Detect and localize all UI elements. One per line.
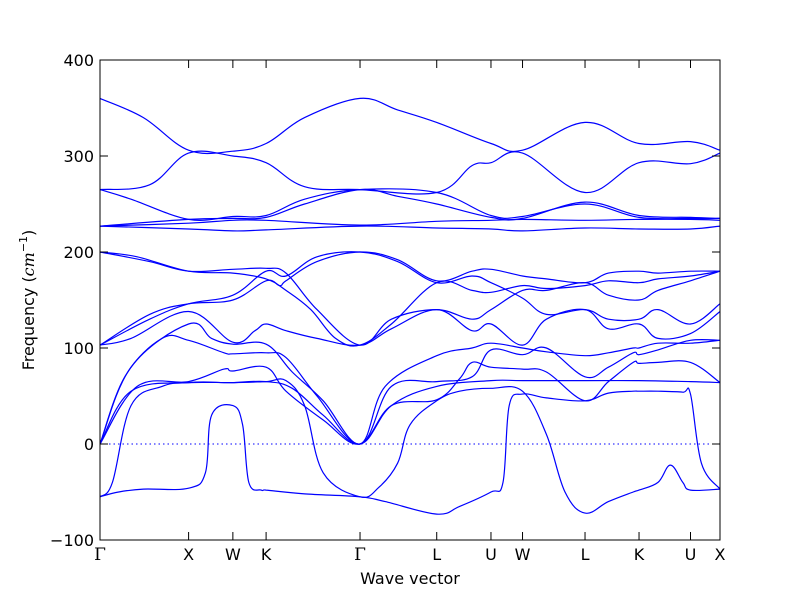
y-tick-label: 300 [63, 147, 94, 166]
x-tick-label: U [485, 545, 497, 564]
y-tick-label: 200 [63, 243, 94, 262]
y-tick-label: −100 [50, 531, 94, 550]
band-line-15 [99, 188, 721, 221]
plot-frame [99, 59, 721, 541]
band-line-8 [99, 251, 721, 346]
y-tick-label: 0 [84, 435, 94, 454]
x-tick-label: U [685, 545, 697, 564]
band-line-5 [99, 334, 721, 445]
x-tick-label: X [715, 545, 726, 564]
x-axis-label: Wave vector [360, 569, 460, 588]
band-lines [99, 97, 721, 515]
band-line-1 [99, 387, 721, 515]
band-line-10 [99, 251, 721, 347]
y-tick-label: 400 [63, 51, 94, 70]
x-tick-label: L [432, 545, 441, 564]
x-tick-label: W [515, 545, 531, 564]
band-line-12 [99, 225, 721, 232]
y-tick-label: 100 [63, 339, 94, 358]
x-tick-label: Γ [94, 545, 106, 565]
band-line-14 [99, 188, 721, 227]
band-line-4 [99, 360, 721, 445]
x-tick-label: K [261, 545, 272, 564]
band-line-6 [99, 322, 721, 445]
x-tick-label: K [634, 545, 645, 564]
band-line-2 [99, 378, 721, 514]
band-line-13 [99, 218, 721, 227]
y-axis-label-close: ) [19, 230, 38, 236]
band-line-16 [99, 150, 721, 195]
y-axis: −100 0 100 200 300 400 [50, 51, 720, 550]
x-tick-label: Γ [354, 545, 366, 565]
x-tick-label: X [183, 545, 194, 564]
x-tick-label: L [581, 545, 590, 564]
y-axis-label-unit: cm [19, 252, 38, 276]
x-tick-label: W [225, 545, 241, 564]
band-line-17 [99, 97, 721, 155]
y-axis-label-text: Frequency ( [19, 276, 38, 370]
y-axis-label-exponent: −1 [17, 236, 30, 252]
band-line-11 [99, 251, 721, 346]
band-line-3 [99, 379, 721, 445]
band-line-7 [99, 308, 721, 347]
band-line-9 [99, 251, 721, 346]
y-axis-label: Frequency (cm−1) [17, 230, 38, 371]
